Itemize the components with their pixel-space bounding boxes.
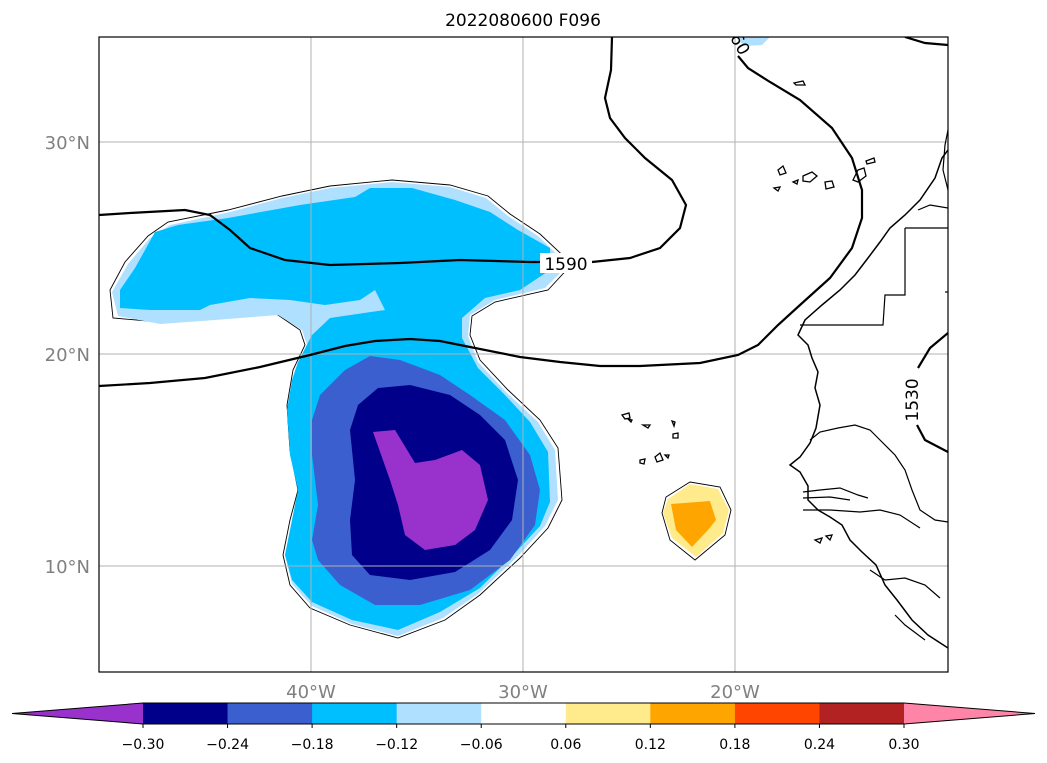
gambia-river xyxy=(802,487,869,501)
coastlines xyxy=(788,129,948,649)
africa-interior-border xyxy=(800,227,948,326)
colorbar-tick-label: −0.12 xyxy=(375,737,418,753)
contour-fill-neg-0.30 xyxy=(373,430,488,550)
canary-island-4 xyxy=(802,171,819,183)
canary-island-3 xyxy=(791,178,799,185)
cape-verde-island-3 xyxy=(640,424,652,429)
lon-label-30W: 30°W xyxy=(498,682,548,703)
gridlines xyxy=(99,37,948,672)
canary-island-2 xyxy=(772,186,782,192)
colorbar-tick-label: −0.30 xyxy=(122,737,165,753)
colorbar-segment xyxy=(819,703,905,724)
height-contour-1530-east xyxy=(916,332,948,453)
lat-label-20N: 20°N xyxy=(45,345,90,366)
colorbar-tick-label: −0.18 xyxy=(291,737,334,753)
lat-label-10N: 10°N xyxy=(45,557,90,578)
positive-anomaly-area xyxy=(661,481,732,561)
colorbar-segment xyxy=(565,703,651,724)
colorbar: −0.30 −0.24 −0.18 −0.12 −0.06 0.06 0.12 0.18 0.2… xyxy=(11,702,1036,753)
colorbar-segment xyxy=(312,703,398,724)
contour-fill-pos-0.12 xyxy=(671,501,716,547)
colorbar-segment xyxy=(143,703,229,724)
cape-verde-island-6 xyxy=(639,458,646,465)
lon-label-40W: 40°W xyxy=(286,682,336,703)
cape-verde-island-1 xyxy=(620,412,631,420)
map-panel: 1590 1530 60 xyxy=(45,36,949,703)
colorbar-segment xyxy=(396,703,482,724)
contour-label-1590: 1590 xyxy=(544,255,587,275)
height-contour-1530-west xyxy=(99,55,864,388)
cape-verde-island-4 xyxy=(670,419,676,429)
guinea-border xyxy=(803,509,941,641)
colorbar-segment xyxy=(227,703,313,724)
colorbar-extend-min xyxy=(12,703,143,724)
mauritania-senegal-border xyxy=(809,424,948,523)
positive-outer-contour xyxy=(661,481,732,561)
outer-contour-line xyxy=(109,179,573,639)
colorbar-tick-label: 0.06 xyxy=(550,737,581,753)
colorbar-tick-label: 0.12 xyxy=(635,737,666,753)
colorbar-tick-label: 0.24 xyxy=(804,737,835,753)
colorbar-tick-label: 0.30 xyxy=(888,737,919,753)
map-frame xyxy=(98,36,949,673)
contour-label-1530: 1530 xyxy=(903,378,923,421)
mauritania-east-border xyxy=(917,129,948,211)
map-title: 2022080600 F096 xyxy=(445,11,601,31)
colorbar-tick-label: −0.24 xyxy=(206,737,249,753)
negative-anomaly-area xyxy=(109,37,770,639)
contour-label-1590-bg xyxy=(540,253,592,273)
canary-island-6 xyxy=(852,167,867,183)
cape-verde-island-7 xyxy=(654,451,664,463)
colorbar-segment xyxy=(734,703,820,724)
cape-verde-island-5 xyxy=(672,432,679,439)
height-contours xyxy=(99,37,948,453)
bissagos-islands xyxy=(813,534,834,544)
madeira-island xyxy=(792,80,807,86)
colorbar-extend-max xyxy=(904,703,1035,724)
colorbar-tick-label: −0.06 xyxy=(460,737,503,753)
cape-verde-island-8 xyxy=(663,454,670,460)
height-contour-top-right xyxy=(904,37,948,47)
lat-label-30N: 30°N xyxy=(45,133,90,154)
west-africa-coastline xyxy=(788,149,948,649)
cape-verde-island-2 xyxy=(625,417,633,424)
colorbar-segment xyxy=(481,703,567,724)
lon-label-20W: 20°W xyxy=(710,682,760,703)
contour-fill-top-patch xyxy=(735,37,770,46)
height-contour-1590 xyxy=(99,37,688,267)
canary-island-5 xyxy=(824,180,835,190)
colorbar-segment xyxy=(650,703,736,724)
islands xyxy=(620,80,876,544)
canary-island-7 xyxy=(865,157,876,165)
canary-island-1 xyxy=(777,164,787,176)
colorbar-tick-label: 0.18 xyxy=(719,737,750,753)
